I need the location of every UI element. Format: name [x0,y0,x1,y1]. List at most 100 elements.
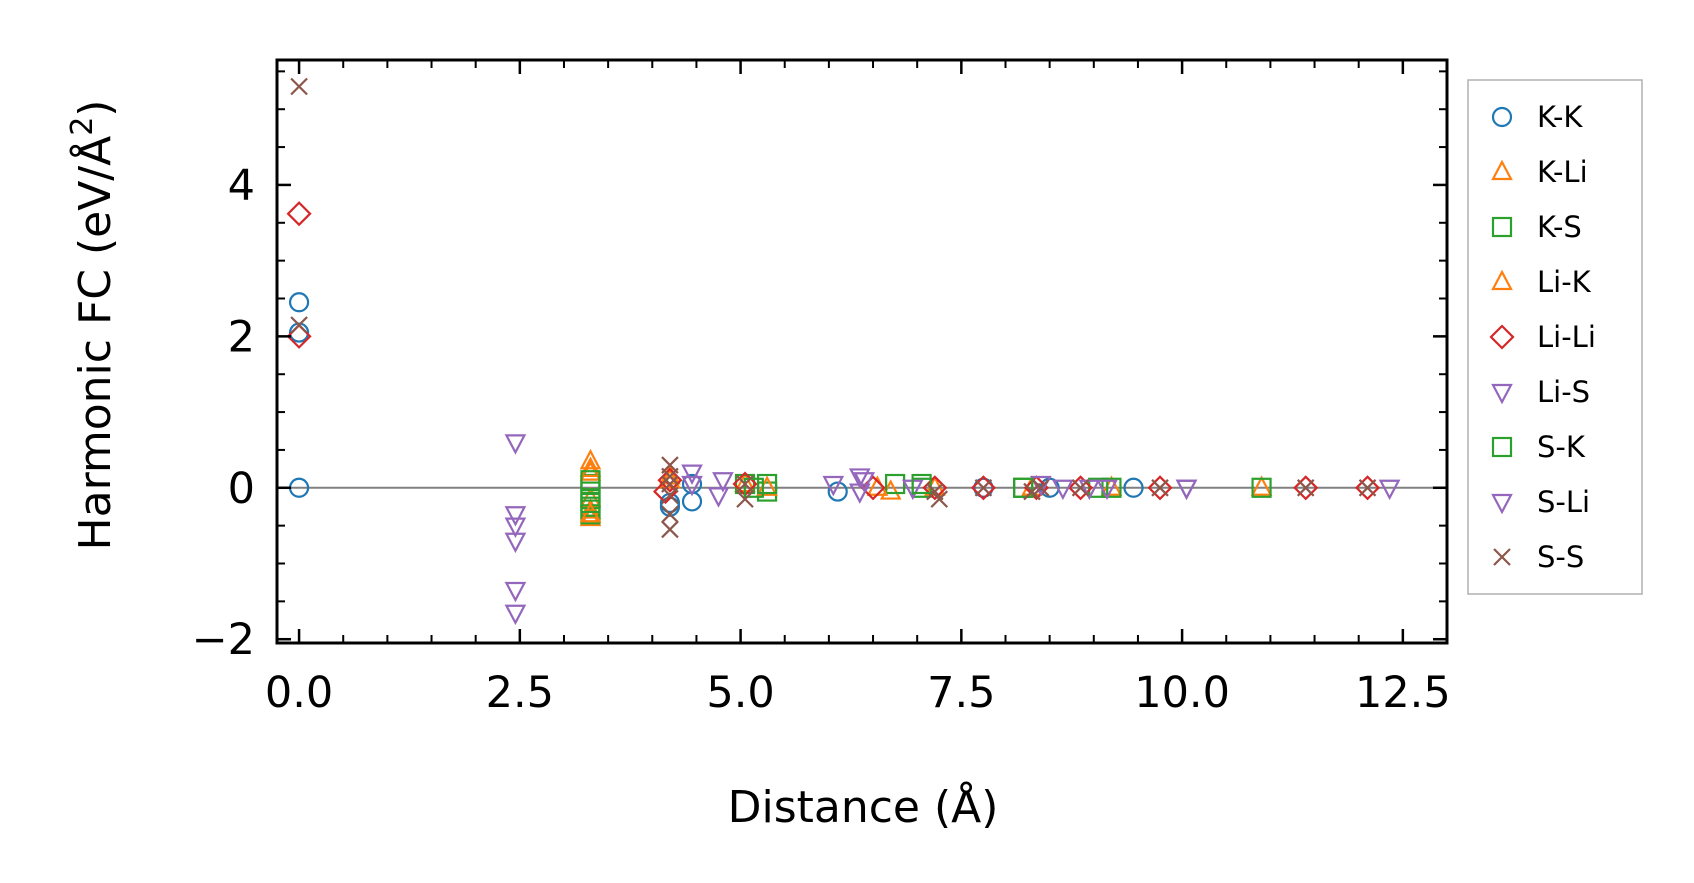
legend-item: S-Li [1491,485,1590,519]
legend-item: K-S [1491,210,1582,244]
y-axis-label: Harmonic FC (eV/Å2) [65,100,121,551]
legend-frame [1467,79,1643,595]
data-point [848,468,871,489]
data-point [1358,479,1377,497]
legend-item: Li-S [1491,375,1590,409]
data-point [1147,475,1173,501]
legend-marker [1489,324,1515,350]
y-axis-label-superscript: 2 [65,117,100,136]
data-point [1250,475,1273,496]
y-tick-label: 0 [228,464,255,514]
legend-item: K-K [1491,100,1583,134]
data-point [1175,479,1198,501]
series-s-li [681,472,1198,508]
data-point [290,316,308,334]
data-point [504,532,527,554]
data-point [707,487,730,508]
data-point [504,506,527,527]
legend-marker [1491,269,1513,291]
data-point [1071,479,1090,497]
data-point [1078,479,1101,501]
data-point [853,472,876,493]
legend-label: K-S [1537,210,1582,244]
data-point [930,490,949,508]
data-point [822,475,845,497]
data-point [661,520,679,539]
y-axis-label-close: ) [70,100,121,117]
x-tick-label: 12.5 [1355,668,1451,718]
data-point [1032,479,1050,497]
data-point [911,473,932,495]
x-tick-label: 5.0 [706,668,774,718]
data-point [1029,475,1052,497]
legend-marker [1491,493,1513,515]
x-tick-label: 0.0 [265,668,333,718]
legend-marker [1491,216,1513,238]
data-point [848,483,871,504]
data-point [1151,479,1169,497]
data-point [973,477,994,498]
legend-marker [1491,159,1513,181]
data-point [681,464,703,485]
data-point [1088,477,1109,498]
data-point [661,486,679,505]
data-point [743,477,764,498]
legend-marker [1491,436,1513,458]
data-point [504,581,527,603]
x-tick-label: 10.0 [1134,668,1230,718]
data-point [756,473,778,495]
legend-item: Li-K [1491,265,1592,299]
data-point [736,490,754,508]
data-point [1123,477,1144,498]
legend-item: S-K [1491,430,1586,464]
data-point [579,448,602,470]
data-point [1067,475,1094,501]
data-point [661,505,679,524]
series-s-s [290,77,1377,539]
data-point [580,492,601,514]
legend-label: S-K [1537,430,1586,464]
data-point [1096,479,1118,501]
y-tick-label: −2 [192,615,255,665]
series-s-k [580,470,1122,514]
data-point [1013,477,1034,498]
data-point [504,517,527,538]
legend-item: S-S [1493,540,1584,574]
data-point [1354,475,1381,501]
x-tick-label: 7.5 [927,668,995,718]
data-point [290,77,308,96]
legend-item: Li-Li [1489,320,1596,354]
legend-label: S-Li [1537,485,1590,519]
data-point [712,472,734,493]
x-tick-label: 2.5 [486,668,554,718]
data-point [288,292,310,313]
data-point [681,475,703,497]
data-point [580,470,601,491]
data-point [1023,482,1041,501]
legend-marker [1491,106,1513,128]
data-point [1296,479,1315,497]
data-point [286,201,312,227]
data-point [661,467,679,486]
legend-marker [1491,383,1513,405]
legend-label: Li-S [1537,375,1590,409]
data-point [885,473,906,495]
legend-label: Li-Li [1537,320,1596,354]
data-point [504,434,527,455]
legend-label: S-S [1537,540,1584,574]
y-tick-label: 4 [228,161,255,211]
legend-label: K-K [1537,100,1583,134]
data-point [736,475,754,493]
data-point [1378,479,1401,501]
data-point [827,481,848,502]
data-point [974,479,993,497]
plot-frame [275,58,1449,645]
data-point [970,475,996,501]
data-point [1251,477,1272,498]
y-tick-label: 2 [228,312,255,362]
data-point [579,456,602,477]
data-point [504,604,527,626]
x-axis-label: Distance (Å) [728,780,999,833]
